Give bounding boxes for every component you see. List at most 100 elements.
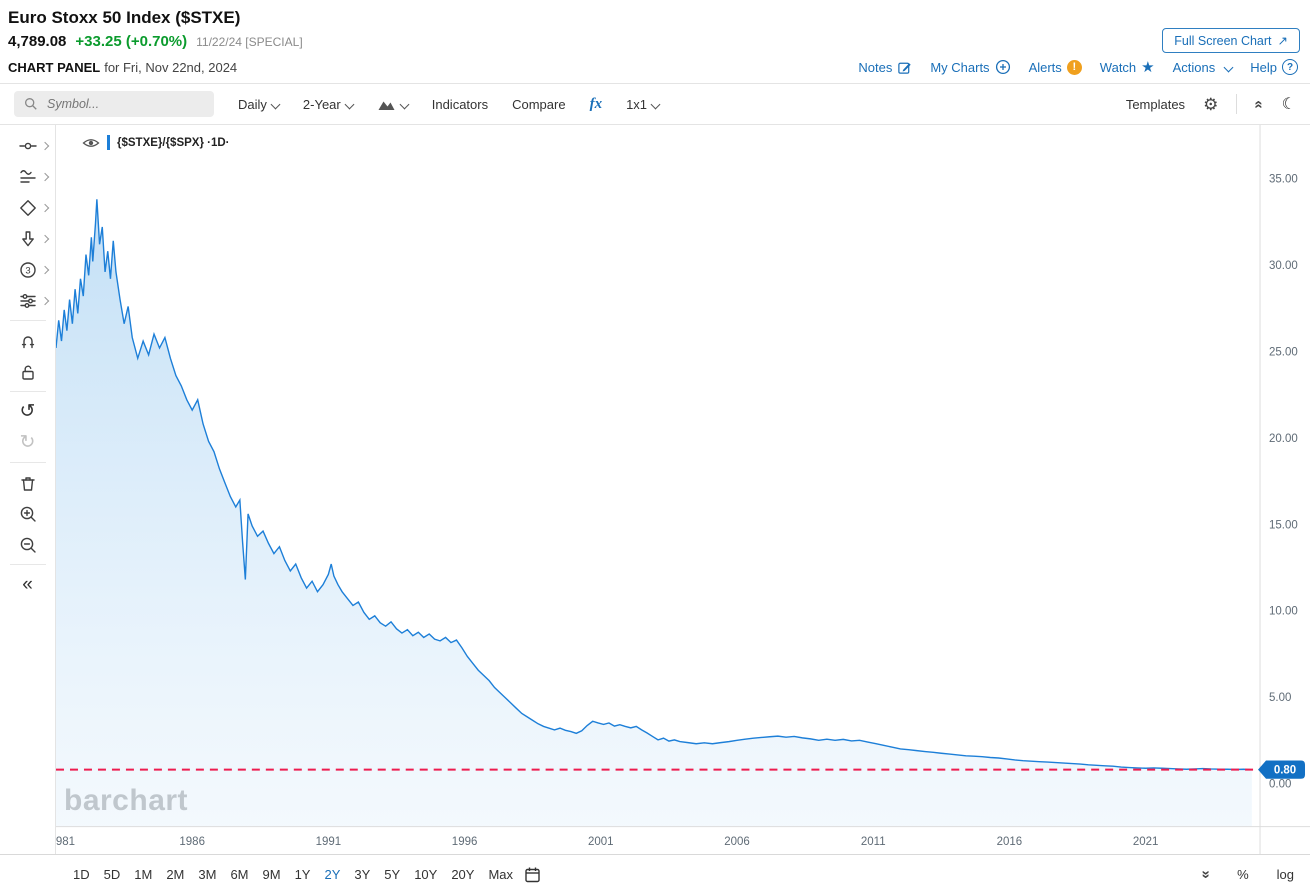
range-buttons: 1D 5D 1M 2M 3M 6M 9M 1Y 2Y 3Y 5Y 10Y 20Y Max	[66, 863, 520, 886]
range-button-3y[interactable]: 3Y	[354, 866, 371, 882]
divider	[9, 462, 46, 463]
range-button-2m[interactable]: 2M	[166, 866, 185, 882]
panel-date: for Fri, Nov 22nd, 2024	[104, 59, 238, 75]
y-axis-label: 10.00	[1269, 606, 1298, 618]
fx-expressions-button[interactable]: fx	[589, 95, 603, 112]
chart-area[interactable]: {$STXE}/{$SPX} ·1D· 35.00 30.00 25.00 20.00…	[56, 125, 1310, 854]
range-button-max[interactable]: Max	[488, 866, 514, 882]
expand-chevron-icon	[40, 234, 49, 243]
help-label: Help	[1250, 59, 1277, 75]
redo-button[interactable]: ↻	[6, 427, 50, 458]
annotation-tool[interactable]	[6, 161, 50, 192]
range-button-10y[interactable]: 10Y	[414, 866, 438, 882]
collapse-panel-up-icon[interactable]: «	[1250, 99, 1268, 109]
sliders-tool[interactable]	[6, 285, 50, 316]
templates-button[interactable]: Templates	[1125, 96, 1186, 112]
collapse-sidebar-button[interactable]: «	[6, 569, 50, 600]
notes-label: Notes	[858, 59, 893, 75]
chart-type-dropdown[interactable]	[377, 96, 410, 112]
price-chart[interactable]: 35.00 30.00 25.00 20.00 15.00 10.00 5.00 0.00 19…	[56, 125, 1310, 854]
gear-icon[interactable]: ⚙	[1203, 94, 1219, 114]
chevron-down-icon	[650, 99, 661, 109]
price-change: +33.25 (+0.70%)	[75, 33, 188, 50]
last-price: 4,789.08	[8, 33, 67, 50]
range-button-9m[interactable]: 9M	[262, 866, 281, 882]
fibonacci-tool[interactable]: 3	[6, 254, 50, 285]
trend-line-tool[interactable]	[6, 130, 50, 161]
undo-icon: ↺	[19, 401, 36, 422]
notes-link[interactable]: Notes	[858, 60, 912, 75]
y-axis-label: 30.00	[1269, 260, 1298, 272]
zoom-in-button[interactable]	[6, 498, 50, 529]
calendar-button[interactable]	[524, 866, 541, 883]
percent-scale-button[interactable]: %	[1237, 866, 1249, 882]
dark-mode-moon-icon[interactable]: ☾	[1281, 96, 1296, 113]
zoom-out-button[interactable]	[6, 529, 50, 560]
series-color-bar	[107, 135, 110, 150]
symbol-search-input[interactable]	[45, 96, 189, 112]
alerts-link[interactable]: Alerts !	[1029, 59, 1082, 75]
delete-drawings-button[interactable]	[6, 467, 50, 498]
grid-layout-dropdown[interactable]: 1x1	[626, 96, 661, 112]
series-label: {$STXE}/{$SPX} ·1D·	[117, 136, 230, 149]
range-button-5y[interactable]: 5Y	[384, 866, 401, 882]
grid-layout-label: 1x1	[626, 96, 648, 112]
actions-label: Actions	[1172, 59, 1216, 75]
period-label: Daily	[238, 96, 267, 112]
actions-menu[interactable]: Actions	[1172, 59, 1234, 75]
chevron-down-icon	[270, 99, 281, 109]
range-button-2y[interactable]: 2Y	[324, 866, 341, 882]
chevron-down-icon	[399, 99, 410, 109]
x-axis-label: 2021	[1133, 836, 1159, 848]
range-button-5d[interactable]: 5D	[103, 866, 121, 882]
range-button-6m[interactable]: 6M	[230, 866, 249, 882]
redo-icon: ↻	[19, 432, 36, 453]
x-axis-label: 2001	[588, 836, 614, 848]
toolbar-right: Templates ⚙ « ☾	[1126, 94, 1296, 114]
unlock-tool[interactable]	[6, 356, 50, 387]
expand-chevron-icon	[40, 141, 49, 150]
compare-button[interactable]: Compare	[512, 96, 566, 112]
y-axis-label: 20.00	[1269, 433, 1298, 445]
collapse-panel-down-icon[interactable]: «	[1196, 869, 1214, 879]
alert-badge-icon: !	[1066, 59, 1082, 75]
x-axis-label: 1986	[179, 836, 205, 848]
log-scale-button[interactable]: log	[1276, 866, 1294, 882]
full-screen-chart-button[interactable]: Full Screen Chart ↗	[1162, 28, 1300, 53]
divider	[9, 320, 46, 321]
symbol-search[interactable]	[14, 91, 214, 117]
indicators-button[interactable]: Indicators	[431, 96, 489, 112]
expand-chevron-icon	[40, 172, 49, 181]
watch-link[interactable]: Watch ★	[1100, 60, 1155, 75]
y-axis-label: 15.00	[1269, 519, 1298, 531]
range-dropdown[interactable]: 2-Year	[303, 97, 355, 112]
x-axis-label: 2006	[724, 836, 750, 848]
x-axis-label: 1996	[452, 836, 478, 848]
y-axis-label: 5.00	[1269, 692, 1291, 704]
undo-button[interactable]: ↺	[6, 396, 50, 427]
y-axis-label: 25.00	[1269, 346, 1298, 358]
divider	[9, 564, 46, 565]
barchart-watermark: barchart	[64, 784, 189, 817]
my-charts-link[interactable]: My Charts	[930, 59, 1010, 75]
arrow-tool[interactable]	[6, 223, 50, 254]
edit-note-icon	[898, 62, 912, 74]
range-button-20y[interactable]: 20Y	[451, 866, 475, 882]
range-button-1m[interactable]: 1M	[134, 866, 153, 882]
shape-tool[interactable]	[6, 192, 50, 223]
range-button-1y[interactable]: 1Y	[294, 866, 311, 882]
range-button-3m[interactable]: 3M	[198, 866, 217, 882]
help-link[interactable]: Help ?	[1250, 59, 1298, 75]
eye-icon[interactable]	[82, 136, 100, 150]
circle-plus-icon	[995, 59, 1010, 75]
price-date-note: 11/22/24 [SPECIAL]	[196, 35, 303, 49]
range-button-1d[interactable]: 1D	[73, 866, 90, 882]
main-area: 3 ↺ ↻	[0, 125, 1310, 854]
series-line	[56, 199, 1252, 771]
magnet-tool[interactable]	[6, 325, 50, 356]
series-legend[interactable]: {$STXE}/{$SPX} ·1D·	[82, 135, 230, 150]
drawing-tools-sidebar: 3 ↺ ↻	[0, 125, 56, 854]
period-dropdown[interactable]: Daily	[238, 96, 281, 112]
x-axis-label: 1981	[56, 836, 75, 848]
